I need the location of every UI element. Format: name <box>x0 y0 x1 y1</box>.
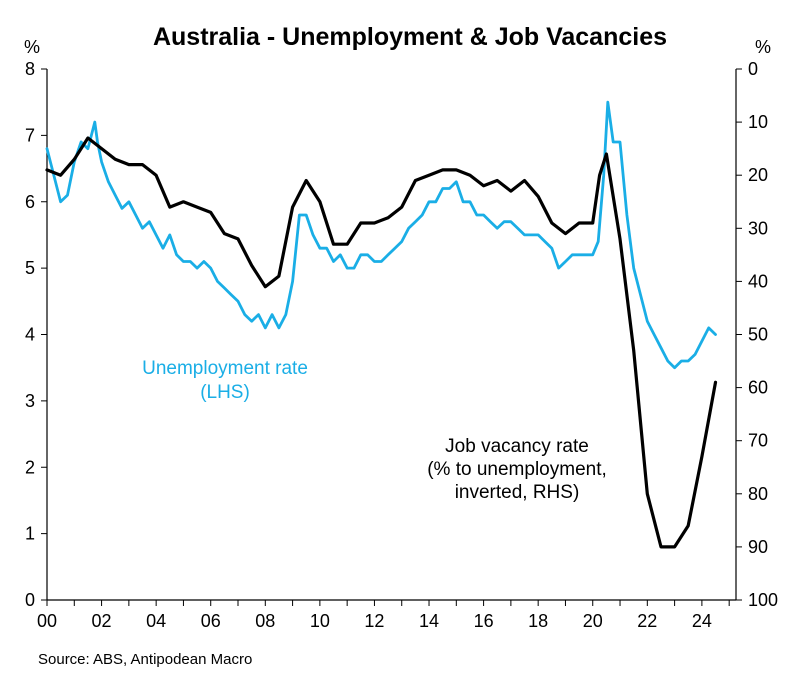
x-tick-label: 12 <box>364 611 384 631</box>
series-layer <box>45 100 718 549</box>
right-tick-label: 60 <box>748 378 768 398</box>
left-axis-unit: % <box>24 37 40 57</box>
left-tick-label: 6 <box>25 192 35 212</box>
right-axis-unit: % <box>755 37 771 57</box>
right-tick-label: 50 <box>748 325 768 345</box>
x-tick-label: 14 <box>419 611 439 631</box>
right-tick-label: 80 <box>748 484 768 504</box>
left-tick-label: 5 <box>25 258 35 278</box>
right-tick-label: 10 <box>748 112 768 132</box>
x-tick-label: 18 <box>528 611 548 631</box>
x-tick-label: 08 <box>255 611 275 631</box>
job-vacancy-line <box>45 136 718 549</box>
left-tick-label: 3 <box>25 391 35 411</box>
left-tick-label: 1 <box>25 524 35 544</box>
left-tick-label: 4 <box>25 325 35 345</box>
job-vacancy-label-line: (% to unemployment, <box>427 459 607 480</box>
right-tick-label: 20 <box>748 165 768 185</box>
left-tick-label: 7 <box>25 125 35 145</box>
chart-title: Australia - Unemployment & Job Vacancies <box>153 23 667 51</box>
unemployment-line <box>45 100 717 370</box>
right-tick-label: 90 <box>748 537 768 557</box>
x-tick-label: 02 <box>92 611 112 631</box>
x-tick-label: 16 <box>474 611 494 631</box>
x-tick-label: 06 <box>201 611 221 631</box>
left-tick-label: 0 <box>25 590 35 610</box>
left-tick-label: 8 <box>25 59 35 79</box>
left-tick-label: 2 <box>25 457 35 477</box>
right-tick-label: 30 <box>748 218 768 238</box>
x-tick-label: 10 <box>310 611 330 631</box>
x-tick-label: 22 <box>637 611 657 631</box>
series-labels: Unemployment rate (LHS) Job vacancy rate(%… <box>142 358 607 503</box>
x-tick-label: 24 <box>692 611 712 631</box>
unemployment-label-line: (LHS) <box>200 382 250 403</box>
right-tick-label: 70 <box>748 431 768 451</box>
right-tick-label: 40 <box>748 271 768 291</box>
job-vacancy-label-line: inverted, RHS) <box>455 482 580 503</box>
right-tick-label: 100 <box>748 590 778 610</box>
unemployment-label-line: Unemployment rate <box>142 358 308 379</box>
x-tick-label: 04 <box>146 611 166 631</box>
x-tick-label: 20 <box>583 611 603 631</box>
right-tick-label: 0 <box>748 59 758 79</box>
job-vacancy-label-line: Job vacancy rate <box>445 436 589 457</box>
source-note: Source: ABS, Antipodean Macro <box>38 651 252 668</box>
x-tick-label: 00 <box>37 611 57 631</box>
